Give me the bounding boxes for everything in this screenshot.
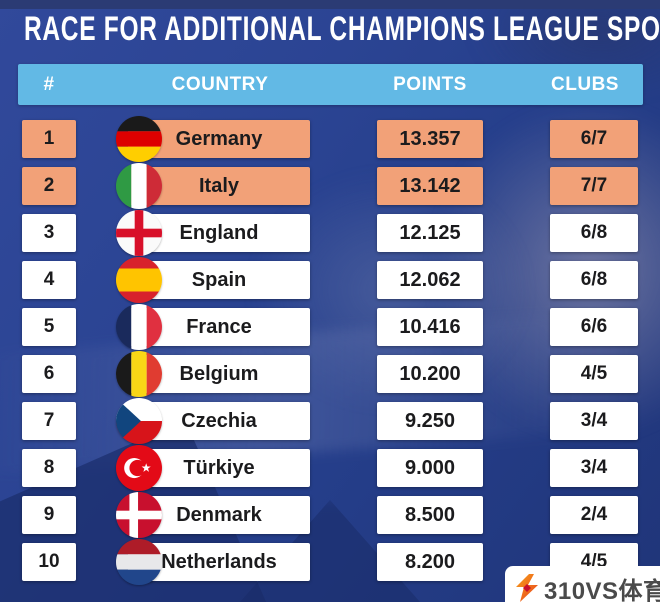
table-header: # COUNTRY POINTS CLUBS bbox=[18, 64, 643, 105]
flag-france-icon bbox=[116, 304, 162, 350]
points-cell: 12.125 bbox=[377, 214, 483, 252]
country-name: Netherlands bbox=[161, 550, 277, 573]
table-row: 1 Germany 13.357 6/7 bbox=[0, 116, 660, 162]
points-cell: 13.142 bbox=[377, 167, 483, 205]
rank-cell: 5 bbox=[22, 308, 76, 346]
rank-cell: 2 bbox=[22, 167, 76, 205]
page-title: RACE FOR ADDITIONAL CHAMPIONS LEAGUE SPO… bbox=[24, 10, 660, 48]
country-name: Italy bbox=[198, 174, 240, 197]
clubs-cell: 6/7 bbox=[550, 120, 638, 158]
table-row: 9 Denmark 8.500 2/4 bbox=[0, 492, 660, 538]
rank-cell: 1 bbox=[22, 120, 76, 158]
country-cell: Belgium bbox=[116, 351, 310, 397]
top-strip bbox=[0, 0, 660, 9]
table-row: 7 Czechia 9.250 3/4 bbox=[0, 398, 660, 444]
points-cell: 10.200 bbox=[377, 355, 483, 393]
flag-germany-icon bbox=[116, 116, 162, 162]
header-country: COUNTRY bbox=[171, 73, 269, 95]
table-row: 3 England 12.125 6/8 bbox=[0, 210, 660, 256]
rank-cell: 7 bbox=[22, 402, 76, 440]
table-row: 10 Netherlands 8.200 4/5 bbox=[0, 539, 660, 585]
country-name: Denmark bbox=[176, 503, 262, 526]
table-row: 8 Türkiye 9.000 3/4 bbox=[0, 445, 660, 491]
country-name: Germany bbox=[175, 127, 263, 150]
table-row: 2 Italy 13.142 7/7 bbox=[0, 163, 660, 209]
points-cell: 8.200 bbox=[377, 543, 483, 581]
country-name: Czechia bbox=[181, 409, 257, 432]
country-name: France bbox=[186, 315, 252, 338]
clubs-cell: 7/7 bbox=[550, 167, 638, 205]
flag-italy-icon bbox=[116, 163, 162, 209]
country-cell: Spain bbox=[116, 257, 310, 303]
header-rank: # bbox=[43, 73, 55, 95]
watermark-text: 310VS体育 bbox=[544, 577, 660, 602]
flag-netherlands-icon bbox=[116, 539, 162, 585]
country-cell: Germany bbox=[116, 116, 310, 162]
table-row: 6 Belgium 10.200 4/5 bbox=[0, 351, 660, 397]
flag-england-icon bbox=[116, 210, 162, 256]
country-name: Belgium bbox=[179, 362, 259, 385]
rank-cell: 6 bbox=[22, 355, 76, 393]
rank-cell: 9 bbox=[22, 496, 76, 534]
clubs-cell: 3/4 bbox=[550, 449, 638, 487]
points-cell: 13.357 bbox=[377, 120, 483, 158]
table-row: 4 Spain 12.062 6/8 bbox=[0, 257, 660, 303]
clubs-cell: 6/8 bbox=[550, 214, 638, 252]
watermark: 310VS体育 bbox=[505, 566, 660, 602]
country-name: Spain bbox=[191, 268, 247, 291]
points-cell: 12.062 bbox=[377, 261, 483, 299]
clubs-cell: 4/5 bbox=[550, 355, 638, 393]
rank-cell: 4 bbox=[22, 261, 76, 299]
country-cell: Türkiye bbox=[116, 445, 310, 491]
country-cell: Netherlands bbox=[116, 539, 310, 585]
flag-belgium-icon bbox=[116, 351, 162, 397]
clubs-cell: 2/4 bbox=[550, 496, 638, 534]
country-name: Türkiye bbox=[183, 456, 255, 479]
points-cell: 8.500 bbox=[377, 496, 483, 534]
country-name: England bbox=[179, 221, 259, 244]
points-cell: 10.416 bbox=[377, 308, 483, 346]
flag-turkiye-icon bbox=[116, 445, 162, 491]
country-cell: Italy bbox=[116, 163, 310, 209]
flag-czechia-icon bbox=[116, 398, 162, 444]
header-points: POINTS bbox=[393, 73, 467, 95]
flag-denmark-icon bbox=[116, 492, 162, 538]
rank-cell: 3 bbox=[22, 214, 76, 252]
table-row: 5 France 10.416 6/6 bbox=[0, 304, 660, 350]
clubs-cell: 6/8 bbox=[550, 261, 638, 299]
rank-cell: 8 bbox=[22, 449, 76, 487]
lightning-bolt-icon bbox=[516, 574, 538, 602]
clubs-cell: 6/6 bbox=[550, 308, 638, 346]
country-cell: France bbox=[116, 304, 310, 350]
clubs-cell: 3/4 bbox=[550, 402, 638, 440]
points-cell: 9.000 bbox=[377, 449, 483, 487]
header-clubs: CLUBS bbox=[551, 73, 619, 95]
points-cell: 9.250 bbox=[377, 402, 483, 440]
country-cell: England bbox=[116, 210, 310, 256]
country-cell: Czechia bbox=[116, 398, 310, 444]
flag-spain-icon bbox=[116, 257, 162, 303]
country-cell: Denmark bbox=[116, 492, 310, 538]
rank-cell: 10 bbox=[22, 543, 76, 581]
